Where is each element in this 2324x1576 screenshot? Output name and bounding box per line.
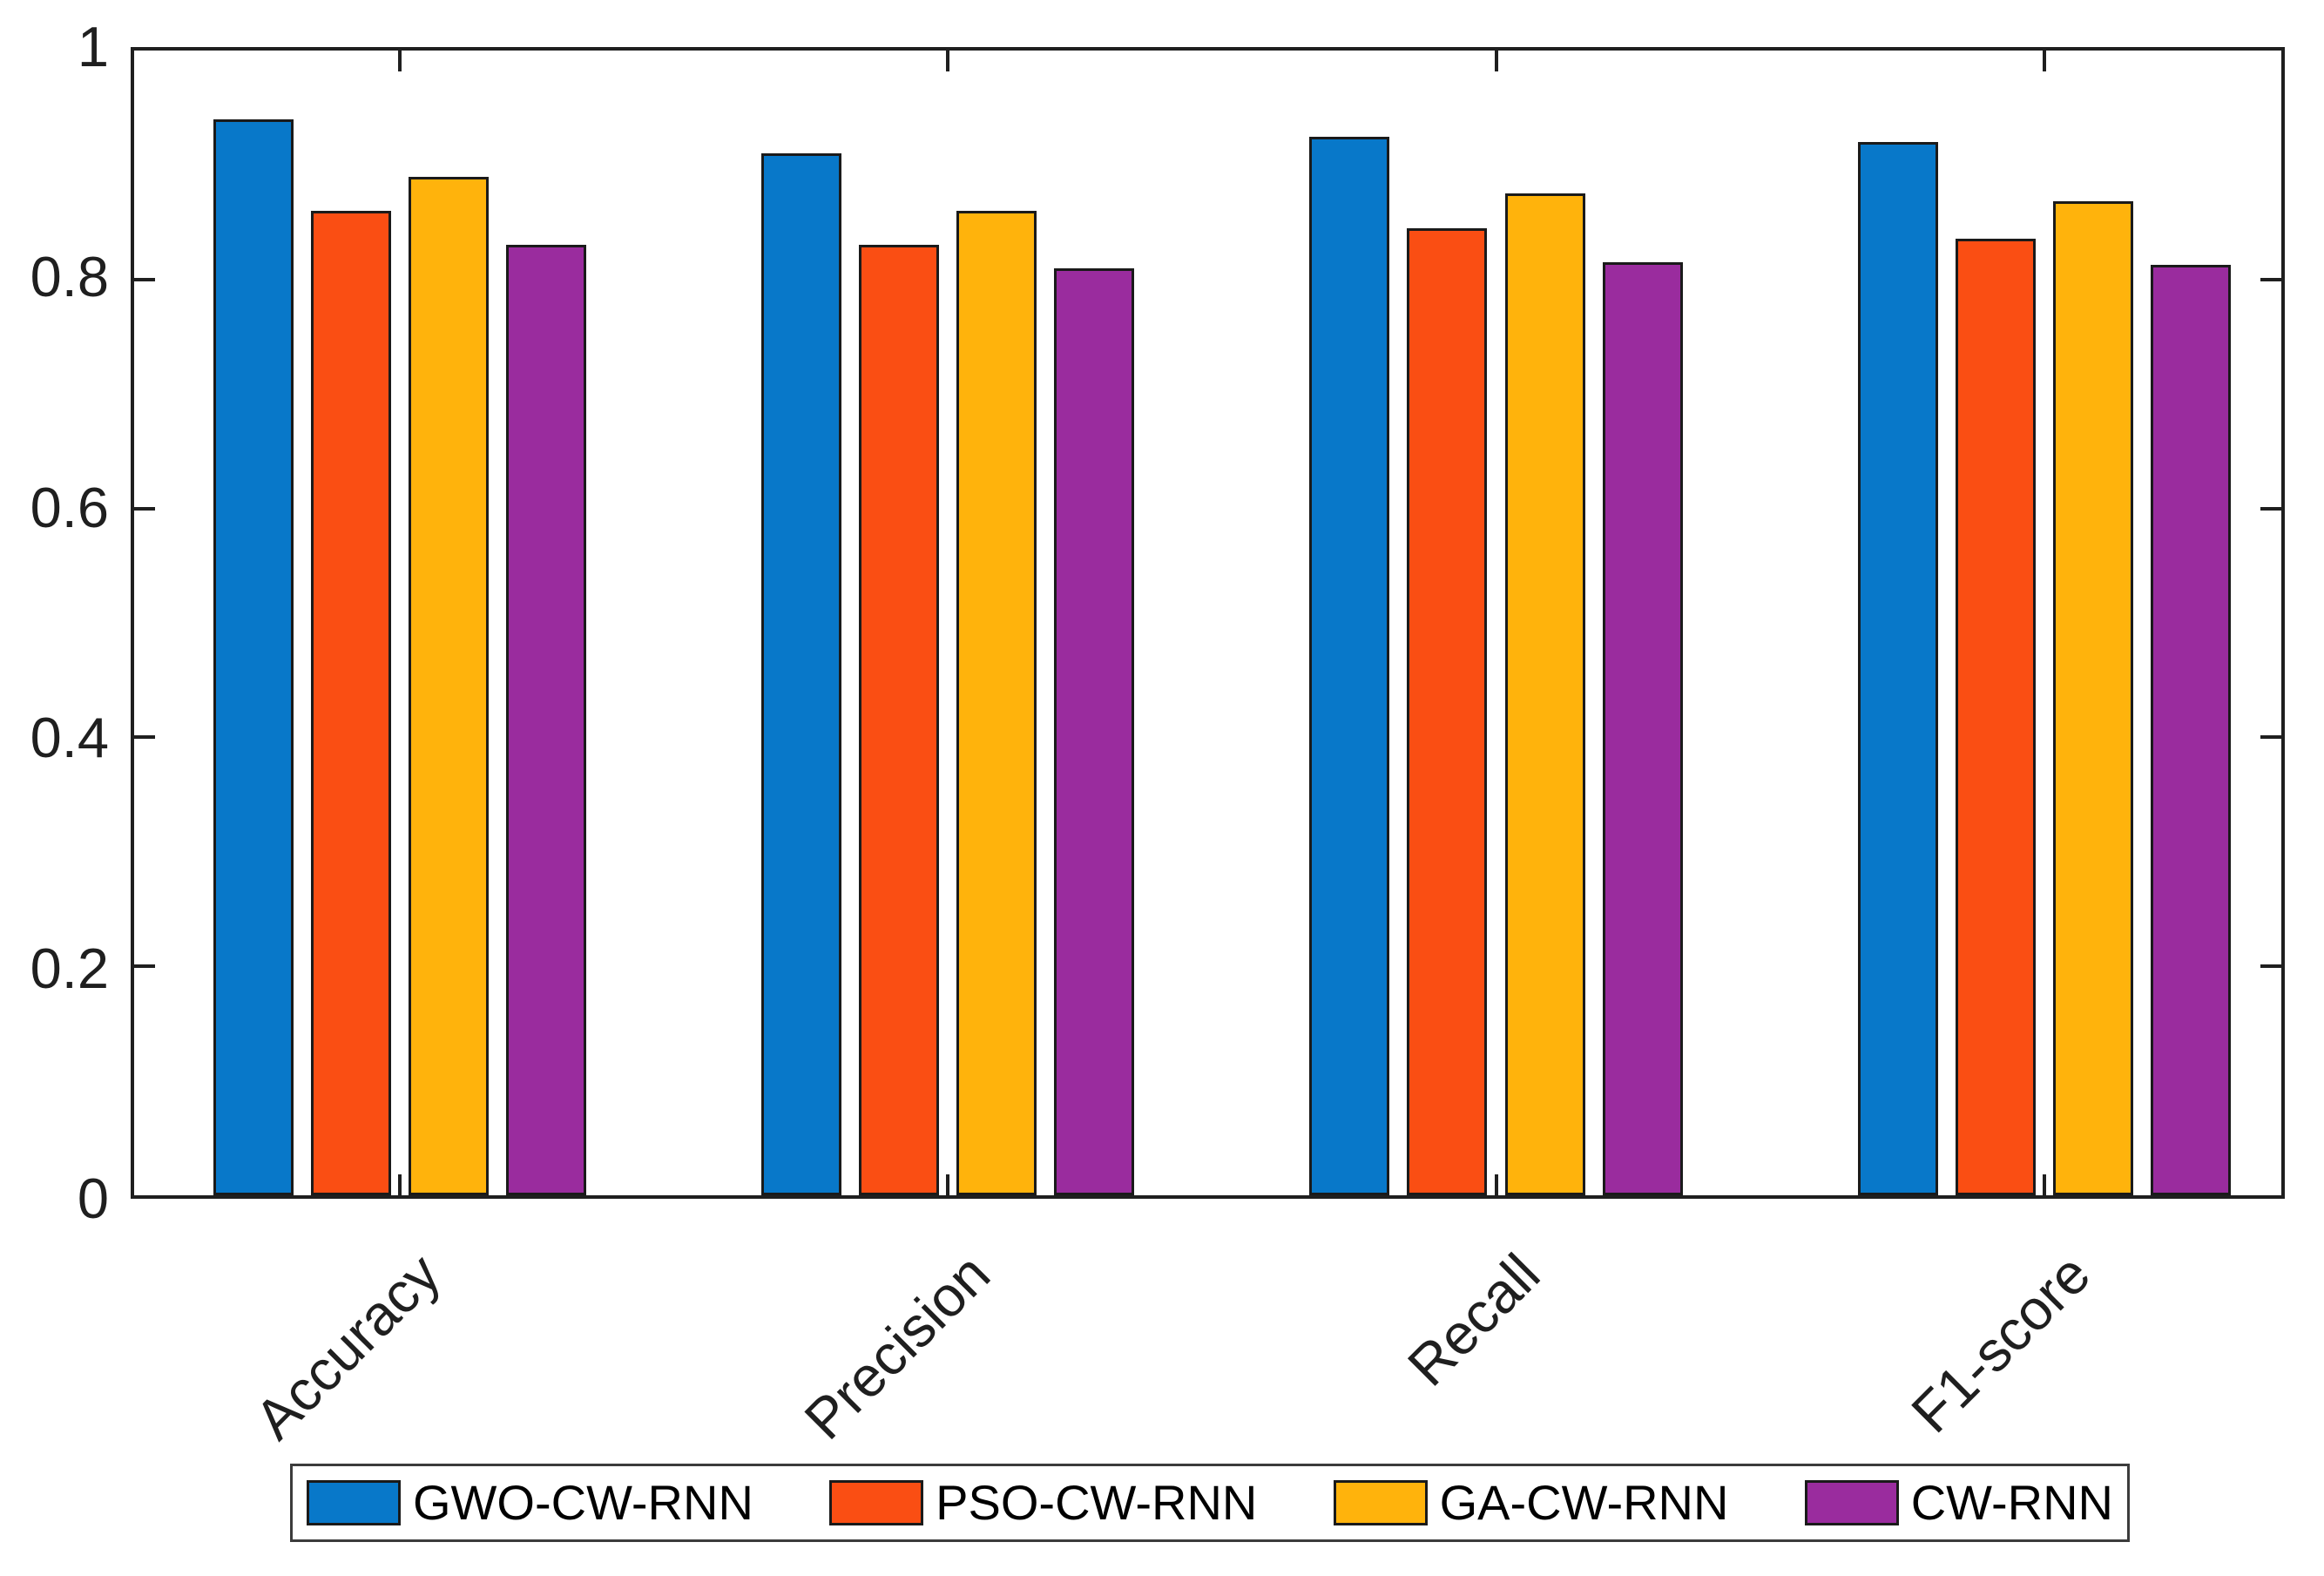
ticks-layer bbox=[134, 51, 2281, 1195]
y-tick-label-0-4: 0.4 bbox=[30, 706, 109, 770]
bar-cw-rnn-accuracy bbox=[506, 245, 587, 1195]
bar-cw-rnn-recall bbox=[1602, 262, 1683, 1195]
bar-gwo-cw-rnn-accuracy bbox=[213, 118, 294, 1195]
y-tick-mark bbox=[134, 735, 155, 740]
x-tick-label-f1-score: F1-score bbox=[1898, 1241, 2102, 1445]
bar-gwo-cw-rnn-precision bbox=[761, 153, 841, 1195]
y-tick-mark bbox=[134, 277, 155, 281]
x-tick-mark bbox=[397, 1174, 402, 1195]
y-tick-label-1: 1 bbox=[77, 15, 109, 78]
bar-pso-cw-rnn-precision bbox=[859, 245, 940, 1195]
y-tick-mark bbox=[2260, 506, 2281, 511]
legend-entry-gwo-cw-rnn: GWO-CW-RNN bbox=[307, 1478, 753, 1528]
x-tick-mark bbox=[1494, 51, 1498, 71]
legend-label-gwo-cw-rnn: GWO-CW-RNN bbox=[413, 1475, 753, 1530]
legend-swatch-ga-cw-rnn bbox=[1333, 1480, 1428, 1525]
x-tick-label-recall: Recall bbox=[1395, 1241, 1552, 1398]
bar-cw-rnn-precision bbox=[1054, 267, 1135, 1195]
bars-layer bbox=[134, 51, 2281, 1195]
bar-pso-cw-rnn-f1-score bbox=[1955, 238, 2036, 1195]
y-tick-label-0-6: 0.6 bbox=[30, 475, 109, 539]
legend-label-pso-cw-rnn: PSO-CW-RNN bbox=[936, 1475, 1258, 1530]
y-tick-mark bbox=[134, 964, 155, 969]
legend-entry-cw-rnn: CW-RNN bbox=[1804, 1475, 2113, 1530]
x-tick-label-precision: Precision bbox=[792, 1241, 1003, 1451]
legend-entry-pso-cw-rnn: PSO-CW-RNN bbox=[829, 1478, 1257, 1528]
legend-entry-ga-cw-rnn: GA-CW-RNN bbox=[1333, 1475, 1729, 1530]
bar-cw-rnn-f1-score bbox=[2151, 264, 2232, 1195]
x-tick-label-accuracy: Accuracy bbox=[242, 1241, 452, 1451]
x-tick-mark bbox=[397, 51, 402, 71]
bar-gwo-cw-rnn-recall bbox=[1309, 136, 1390, 1195]
legend-swatch-gwo-cw-rnn bbox=[307, 1480, 401, 1525]
bar-ga-cw-rnn-accuracy bbox=[409, 176, 489, 1195]
y-tick-mark bbox=[2260, 735, 2281, 740]
legend: GWO-CW-RNN PSO-CW-RNN GA-CW-RNN CW-RNN bbox=[290, 1464, 2130, 1542]
legend-label-ga-cw-rnn: GA-CW-RNN bbox=[1439, 1475, 1729, 1530]
plot-area bbox=[131, 47, 2285, 1199]
y-tick-mark bbox=[2260, 277, 2281, 281]
y-tick-mark bbox=[134, 506, 155, 511]
x-tick-mark bbox=[1494, 1174, 1498, 1195]
bar-gwo-cw-rnn-f1-score bbox=[1857, 142, 1938, 1195]
bar-ga-cw-rnn-f1-score bbox=[2052, 201, 2133, 1195]
y-tick-label-0-2: 0.2 bbox=[30, 936, 109, 1000]
bar-pso-cw-rnn-recall bbox=[1407, 227, 1488, 1195]
legend-swatch-pso-cw-rnn bbox=[829, 1480, 924, 1525]
x-tick-mark bbox=[2042, 51, 2046, 71]
bar-ga-cw-rnn-precision bbox=[956, 210, 1037, 1195]
bar-pso-cw-rnn-accuracy bbox=[310, 210, 391, 1195]
y-tick-label-0-8: 0.8 bbox=[30, 245, 109, 309]
y-tick-label-0: 0 bbox=[77, 1167, 109, 1230]
x-tick-mark bbox=[946, 1174, 950, 1195]
legend-swatch-cw-rnn bbox=[1804, 1480, 1899, 1525]
x-tick-mark bbox=[2042, 1174, 2046, 1195]
y-tick-mark bbox=[2260, 964, 2281, 969]
legend-label-cw-rnn: CW-RNN bbox=[1910, 1475, 2113, 1530]
x-tick-mark bbox=[946, 51, 950, 71]
bar-ga-cw-rnn-recall bbox=[1504, 193, 1585, 1195]
